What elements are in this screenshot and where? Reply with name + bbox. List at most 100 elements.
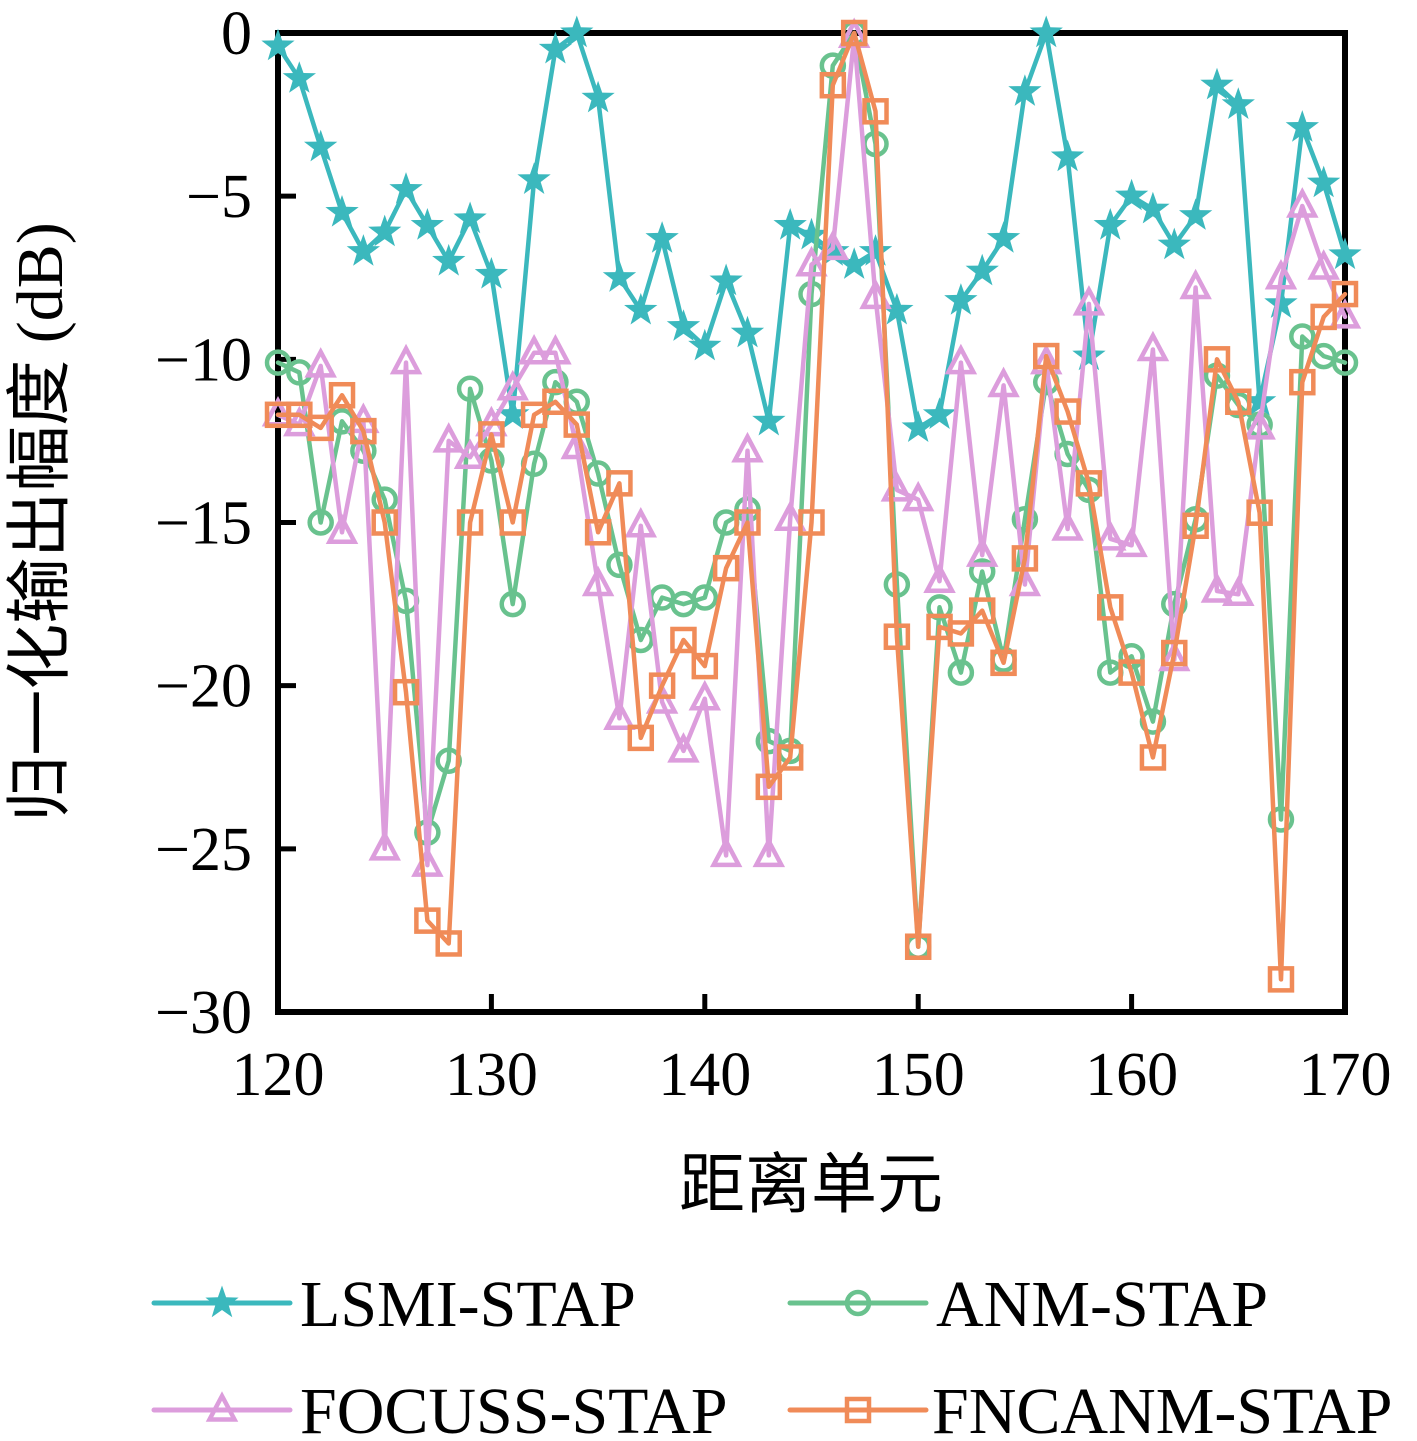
data-marker-fncanm-stap [1075,470,1103,497]
data-marker-anm-stap [1011,505,1039,533]
data-marker-fncanm-stap [1054,398,1081,425]
x-tick-label: 130 [445,1041,538,1109]
data-marker-fncanm-stap [734,509,761,536]
y-tick-label: −10 [155,326,252,394]
y-tick-label: 0 [221,0,252,68]
data-marker-lsmi-stap [688,328,722,361]
data-marker-fncanm-stap [1118,659,1145,686]
data-marker-lsmi-stap [325,195,359,227]
series-line-focuss-stap [275,34,1348,868]
data-marker-lsmi-stap [432,243,466,276]
y-tick-label: −25 [155,816,252,884]
data-marker-lsmi-stap [709,263,743,296]
data-marker-focuss-stap [709,836,743,868]
data-marker-anm-stap [456,375,484,402]
data-marker-fncanm-stap [862,98,889,125]
data-marker-focuss-stap [1158,640,1191,672]
data-marker-fncanm-stap [328,381,356,409]
data-marker-focuss-stap [283,405,316,437]
legend-item-focuss-stap: FOCUSS-STAP [151,1375,728,1441]
legend-marker-anm-stap [844,1289,872,1317]
data-marker-lsmi-stap [837,247,871,279]
data-marker-focuss-stap [944,343,978,375]
data-marker-lsmi-stap [517,162,551,194]
data-marker-fncanm-stap [1225,388,1252,416]
data-marker-fncanm-stap [840,19,868,47]
data-marker-fncanm-stap [414,907,441,934]
data-marker-focuss-stap [304,347,337,378]
data-marker-focuss-stap [368,830,401,861]
data-marker-focuss-stap [1115,526,1148,558]
series-line-fncanm-stap [275,30,1348,982]
data-marker-anm-stap [499,590,526,618]
data-marker-focuss-stap [603,699,636,731]
legend-label-lsmi-stap: LSMI-STAP [300,1268,636,1341]
data-marker-fncanm-stap [755,773,783,801]
data-marker-lsmi-stap [496,397,530,429]
data-marker-fncanm-stap [307,414,334,442]
data-marker-anm-stap [947,659,975,686]
data-marker-lsmi-stap [1029,15,1063,48]
data-marker-fncanm-stap [670,626,697,654]
plot-area: 120 130 140 150 160 170 0 −5 −10 −15 −20 −25 −30 [155,0,1391,1109]
data-marker-lsmi-stap [368,214,402,247]
legend-marker-focuss-stap [205,1391,239,1422]
data-marker-anm-stap [1289,323,1316,350]
data-marker-anm-stap [307,509,334,536]
data-marker-fncanm-stap [1097,594,1124,621]
data-marker-lsmi-stap [560,15,594,48]
data-marker-anm-stap [606,551,633,579]
data-marker-fncanm-stap [499,509,526,536]
data-marker-lsmi-stap [304,129,338,162]
legend-label-focuss-stap: FOCUSS-STAP [300,1375,728,1441]
data-marker-focuss-stap [901,480,935,512]
data-marker-lsmi-stap [752,403,786,436]
data-marker-lsmi-stap [794,217,829,250]
data-marker-focuss-stap [752,836,786,868]
data-marker-lsmi-stap [858,234,893,266]
data-marker-focuss-stap [496,369,529,401]
data-marker-fncanm-stap [371,509,398,536]
data-marker-lsmi-stap [1221,87,1255,119]
data-marker-fncanm-stap [478,421,505,448]
data-marker-lsmi-stap [453,201,487,234]
data-marker-lsmi-stap [880,292,914,325]
data-marker-fncanm-stap [584,519,612,546]
data-marker-focuss-stap [987,366,1020,398]
data-marker-focuss-stap [1286,187,1319,218]
data-marker-fncanm-stap [776,744,804,771]
data-marker-focuss-stap [667,732,700,763]
x-tick-label: 120 [232,1041,325,1109]
data-marker-lsmi-stap [282,61,316,93]
data-marker-lsmi-stap [624,292,658,325]
data-marker-anm-stap [755,727,783,755]
data-marker-anm-stap [926,594,953,621]
data-marker-fncanm-stap [691,652,719,680]
data-marker-lsmi-stap [986,221,1021,253]
data-marker-fncanm-stap [1246,499,1273,526]
data-marker-fncanm-stap [627,724,655,752]
data-marker-lsmi-stap [730,315,765,348]
data-marker-lsmi-stap [389,172,423,204]
data-marker-focuss-stap [453,438,487,469]
data-marker-lsmi-stap [965,253,999,286]
y-tick-label: −15 [155,490,252,558]
legend-item-lsmi-stap: LSMI-STAP [151,1268,636,1341]
data-marker-fncanm-stap [990,649,1017,677]
series-lsmi-stap [261,15,1362,442]
x-tick-label: 160 [1085,1041,1178,1109]
legend: LSMI-STAP ANM-STAP FOCUSS-STAP FNCANM-STAP [151,1268,1393,1441]
data-marker-lsmi-stap [1008,74,1042,106]
data-marker-lsmi-stap [346,234,380,266]
data-marker-lsmi-stap [901,410,935,442]
data-marker-focuss-stap [517,334,551,365]
data-marker-fncanm-stap [392,678,420,706]
data-marker-lsmi-stap [1050,139,1085,172]
data-marker-lsmi-stap [944,283,978,315]
data-marker-fncanm-stap [712,554,740,582]
legend-item-anm-stap: ANM-STAP [787,1268,1268,1341]
data-marker-fncanm-stap [1289,368,1316,396]
data-marker-focuss-stap [432,422,465,453]
